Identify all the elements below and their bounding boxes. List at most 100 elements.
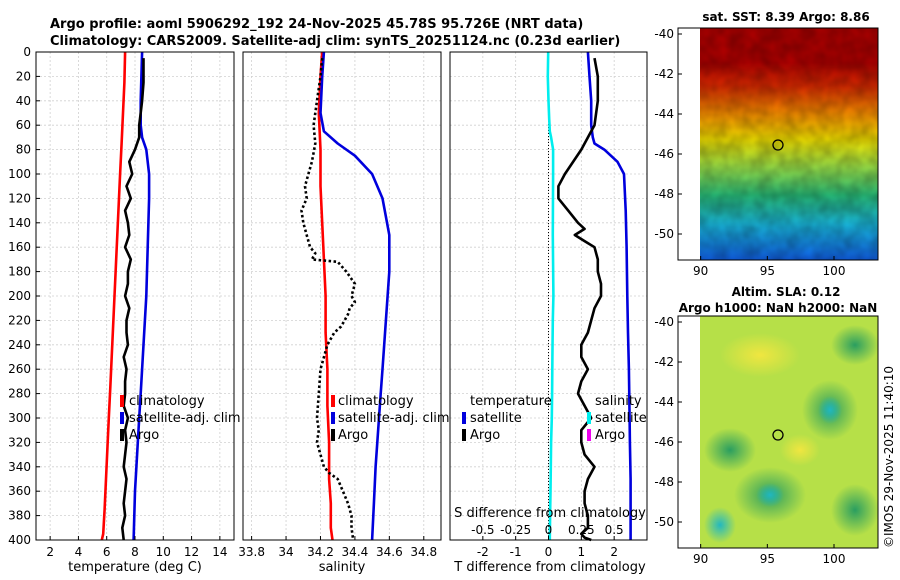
sla-feature xyxy=(704,507,736,543)
sla-map-title-2: Argo h1000: NaN h2000: NaN xyxy=(679,301,878,315)
legend-label-t-argo: Argo xyxy=(470,428,500,443)
y-tick-label: 180 xyxy=(8,265,31,279)
difference-legend-right: salinity satellite Argo xyxy=(587,394,647,443)
legend-label-temperature: temperature xyxy=(470,394,552,409)
x-tick-label: 12 xyxy=(184,545,199,559)
sst-land-mask xyxy=(678,28,700,260)
x-tick-label: 4 xyxy=(75,545,83,559)
map-x-tick-label: 100 xyxy=(823,264,846,278)
sla-feature xyxy=(720,333,800,377)
legend-swatch-t-satellite xyxy=(462,412,466,424)
salinity-panel: 33.8 34 34.2 34.4 34.6 34.8 salinity climatol… xyxy=(238,51,450,575)
y-tick-label: 300 xyxy=(8,411,31,425)
salinity-series xyxy=(300,51,391,541)
y-tick-label: 140 xyxy=(8,216,31,230)
y-tick-label: 240 xyxy=(8,338,31,352)
y-tick-label: 380 xyxy=(8,509,31,523)
difference-legend-left: temperature satellite Argo xyxy=(462,394,552,443)
s-tick-label: -0.5 xyxy=(471,523,494,537)
map-y-tick-label: -42 xyxy=(654,355,674,369)
map-y-tick-label: -48 xyxy=(654,187,674,201)
legend-swatch-argo xyxy=(120,429,124,441)
sla-feature xyxy=(704,428,756,472)
difference-series xyxy=(546,51,632,542)
map-y-tick-label: -44 xyxy=(654,395,674,409)
sla-feature xyxy=(756,483,784,507)
legend-swatch-satellite xyxy=(120,412,124,424)
legend-label-s-argo: Argo xyxy=(595,428,625,443)
sla-feature xyxy=(780,434,820,466)
y-tick-label: 120 xyxy=(8,191,31,205)
x-tick-label: 34.2 xyxy=(307,545,334,559)
y-tick-label: 60 xyxy=(16,118,31,132)
sst-texture xyxy=(700,28,878,260)
x-tick-label: 8 xyxy=(131,545,139,559)
temperature-yticks: 0 20 40 60 80 100 120 140 160 180 200 220 240 260 280 3… xyxy=(8,45,40,547)
legend-swatch-argo xyxy=(331,429,335,441)
map-x-tick-label: 90 xyxy=(693,264,708,278)
sla-map-title-1: Altim. SLA: 0.12 xyxy=(732,285,841,299)
y-tick-label: 220 xyxy=(8,313,31,327)
argo-location-marker xyxy=(772,139,784,151)
salinity-grid xyxy=(243,52,441,540)
y-tick-label: 200 xyxy=(8,289,31,303)
salinity-frame xyxy=(242,51,442,541)
sst-map: sat. SST: 8.39 Argo: 8.86 -40-42-44-46-4… xyxy=(654,10,881,278)
x-tick-label: 1 xyxy=(578,545,586,559)
s-tick-label: 0.5 xyxy=(605,523,624,537)
map-y-tick-label: -44 xyxy=(654,107,674,121)
sla-feature xyxy=(831,484,879,536)
x-tick-label: 34 xyxy=(278,545,293,559)
map-y-tick-label: -50 xyxy=(654,515,674,529)
legend-label-s-satellite: satellite xyxy=(595,411,647,426)
x-tick-label: 0 xyxy=(545,545,553,559)
temperature-legend: climatology satellite-adj. clim Argo xyxy=(120,394,241,443)
legend-label-climatology: climatology xyxy=(338,394,414,409)
legend-label-argo: Argo xyxy=(129,428,159,443)
y-tick-label: 320 xyxy=(8,435,31,449)
legend-swatch-salinity xyxy=(587,395,591,407)
y-tick-label: 340 xyxy=(8,460,31,474)
series-salinity-satellite xyxy=(546,51,555,541)
series-climatology xyxy=(317,51,334,541)
legend-label-argo: Argo xyxy=(338,428,368,443)
sla-map: Altim. SLA: 0.12 Argo h1000: NaN h2000: … xyxy=(654,285,879,566)
series-satellite-adj-clim xyxy=(132,51,151,541)
series-temperature-argo xyxy=(557,57,603,542)
map-x-tick-label: 95 xyxy=(760,552,775,566)
map-y-tick-label: -46 xyxy=(654,147,674,161)
y-tick-label: 260 xyxy=(8,362,31,376)
legend-swatch-climatology xyxy=(120,395,124,407)
y-tick-label: 280 xyxy=(8,387,31,401)
x-tick-label: 6 xyxy=(103,545,111,559)
y-tick-label: 20 xyxy=(16,69,31,83)
series-argo xyxy=(300,57,357,541)
legend-swatch-climatology xyxy=(331,395,335,407)
salinity-legend: climatology satellite-adj. clim Argo xyxy=(331,394,450,443)
x-tick-label: -1 xyxy=(510,545,522,559)
legend-label-satellite: satellite-adj. clim xyxy=(338,411,450,426)
x-tick-label: 2 xyxy=(610,545,618,559)
sla-map-yticks: -40 -42 -44 -46 -48 -50 xyxy=(654,315,682,529)
sla-land-mask xyxy=(678,316,700,548)
salinity-xticks: 33.8 34 34.2 34.4 34.6 34.8 xyxy=(238,536,437,559)
s-tick-label: -0.25 xyxy=(500,523,531,537)
map-y-tick-label: -46 xyxy=(654,435,674,449)
legend-swatch-s-argo xyxy=(587,429,591,441)
legend-swatch-satellite xyxy=(331,412,335,424)
difference-xticks: -2 -1 0 1 2 xyxy=(477,536,618,559)
legend-label-salinity: salinity xyxy=(595,394,642,409)
temperature-panel: 0 20 40 60 80 100 120 140 160 180 200 220 240 260 280 3… xyxy=(8,45,241,575)
sst-land-mask-right xyxy=(878,28,881,260)
x-tick-label: 2 xyxy=(46,545,54,559)
x-tick-label: 10 xyxy=(156,545,171,559)
y-tick-label: 100 xyxy=(8,167,31,181)
x-tick-label: -2 xyxy=(477,545,489,559)
map-x-tick-label: 95 xyxy=(760,264,775,278)
y-tick-label: 0 xyxy=(23,45,31,59)
legend-swatch-t-argo xyxy=(462,429,466,441)
salinity-xlabel: salinity xyxy=(319,560,366,575)
series-satellite-adj-clim xyxy=(319,51,391,541)
x-tick-label: 14 xyxy=(212,545,227,559)
series-argo xyxy=(121,58,145,541)
